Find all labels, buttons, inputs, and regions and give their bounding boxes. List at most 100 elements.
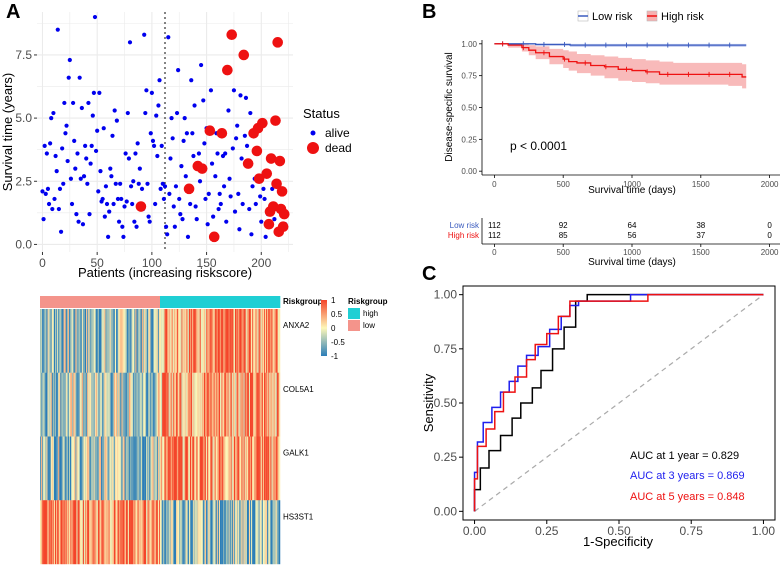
scatter-x-axis-title: Patients (increasing riskscore) (78, 265, 252, 280)
heatmap-cell (41, 372, 43, 437)
heatmap-cell (232, 309, 235, 373)
heatmap-cell (86, 309, 88, 373)
heatmap-cell (124, 372, 126, 437)
heatmap-cell (131, 309, 133, 373)
heatmap-cell (74, 436, 76, 501)
heatmap-cell (116, 500, 118, 565)
heatmap-cell (123, 436, 125, 501)
heatmap-cell (158, 436, 161, 501)
heatmap-cell (50, 500, 53, 565)
heatmap-cell (70, 309, 72, 373)
heatmap-cell (251, 500, 253, 565)
heatmap-cell (115, 436, 117, 501)
heatmap-cell (179, 372, 181, 437)
heatmap-cell (95, 436, 98, 501)
heatmap-cell (81, 372, 84, 437)
heatmap-cell (266, 309, 268, 373)
alive-point (235, 123, 240, 128)
alive-point (90, 113, 95, 118)
roc-curves (473, 293, 764, 512)
heatmap-cell (88, 309, 90, 373)
heatmap-cell (185, 500, 188, 565)
heatmap-cell (179, 500, 181, 565)
heatmap-cell (222, 436, 224, 501)
heatmap-cell (55, 500, 57, 565)
heatmap-cell (133, 500, 135, 565)
heatmap-cell (245, 372, 248, 437)
heatmap-cell (137, 372, 139, 437)
km-curve-low-risk (494, 43, 747, 46)
alive-point (196, 151, 202, 156)
heatmap-cell (247, 436, 250, 501)
heatmap-cell (108, 500, 110, 565)
heatmap-cell (122, 372, 124, 437)
heatmap-cell (236, 500, 238, 565)
heatmap-cell (276, 372, 279, 437)
heatmap-cell (243, 309, 245, 373)
roc-x-tick-label: 0.50 (607, 524, 631, 538)
alive-point (49, 116, 54, 121)
alive-point (177, 196, 182, 202)
heatmap-cell (52, 309, 55, 373)
alive-point (108, 166, 113, 171)
heatmap-cell (233, 500, 236, 565)
heatmap-cell (236, 372, 238, 437)
heatmap-cell (127, 309, 130, 373)
heatmap-cell (173, 500, 176, 565)
heatmap-cell (242, 500, 244, 565)
alive-point (227, 176, 232, 181)
heatmap-cell (214, 309, 216, 373)
heatmap-cell (165, 372, 167, 437)
heatmap-cell (75, 436, 77, 501)
heatmap-cell (42, 309, 44, 373)
colorbar-gradient (321, 300, 327, 356)
heatmap-cell (44, 436, 46, 501)
alive-point (73, 166, 78, 171)
alive-point (190, 131, 195, 136)
alive-point (174, 110, 180, 116)
heatmap-cell (87, 309, 89, 373)
heatmap-cell (111, 309, 114, 373)
heatmap-cell (262, 500, 265, 565)
heatmap-cell (167, 309, 169, 373)
heatmap-cell (42, 436, 44, 501)
alive-point (150, 138, 156, 143)
heatmap-cell (91, 309, 93, 373)
log-rank-p-value: p < 0.0001 (510, 139, 567, 153)
heatmap-cell (141, 436, 144, 501)
heatmap-cell (131, 436, 133, 501)
heatmap-cell (66, 309, 69, 373)
auc-1-year-text: AUC at 1 year = 0.829 (630, 450, 739, 462)
heatmap-cell (109, 500, 111, 565)
heatmap-cell (225, 372, 227, 437)
heatmap-cell (247, 309, 250, 373)
heatmap-cell (269, 436, 271, 501)
heatmap-cell (73, 372, 75, 437)
heatmap-cell (272, 436, 274, 501)
heatmap-cell (256, 372, 258, 437)
heatmap-cell (255, 309, 257, 373)
heatmap-cell (86, 500, 88, 565)
heatmap-cell (226, 309, 228, 373)
heatmap-cell (199, 436, 201, 501)
alive-point (218, 201, 223, 207)
heatmap-cell (138, 436, 140, 501)
heatmap-cell (247, 372, 250, 437)
heatmap-cell (177, 500, 179, 565)
heatmap-cell (148, 309, 150, 373)
heatmap-cell (44, 500, 46, 565)
heatmap-cell (40, 436, 42, 501)
alive-point (81, 174, 87, 179)
heatmap-cell (168, 500, 170, 565)
heatmap-cell (76, 500, 78, 565)
dead-point (265, 153, 277, 164)
heatmap-cell (179, 309, 181, 373)
heatmap-cell (53, 436, 56, 501)
alive-point (184, 131, 189, 136)
heatmap-cell (207, 436, 209, 501)
alive-point (238, 93, 243, 98)
heatmap-cell (235, 500, 237, 565)
heatmap-cell (230, 372, 233, 437)
heatmap-cell (51, 500, 54, 565)
heatmap-cell (175, 372, 177, 437)
